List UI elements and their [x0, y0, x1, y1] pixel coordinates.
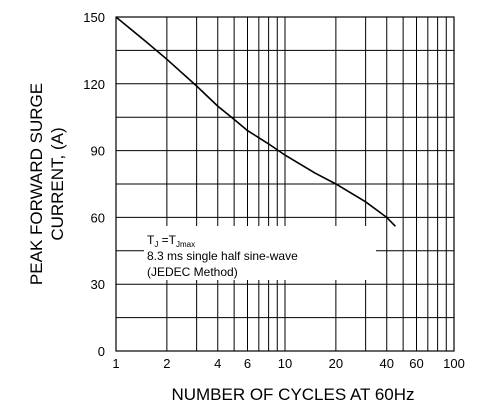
x-tick-label: 6: [244, 356, 251, 371]
x-axis-title: NUMBER OF CYCLES AT 60Hz: [171, 385, 414, 404]
y-axis-title-line-1: PEAK FORWARD SURGE: [27, 83, 46, 285]
annotation-tj-mid: =T: [158, 233, 176, 247]
y-tick-label: 150: [83, 10, 105, 25]
plot-frame: [115, 16, 455, 352]
x-tick-label: 20: [329, 356, 343, 371]
annotation-tj-sub: J: [154, 240, 158, 249]
grid-layer: [116, 17, 454, 351]
annotation-tjmax-sub: Jmax: [176, 240, 195, 249]
x-tick-label: 2: [163, 356, 170, 371]
annotation-line-2: 8.3 ms single half sine-wave: [147, 249, 298, 263]
x-tick-label: 1: [112, 356, 119, 371]
y-tick-label: 90: [91, 144, 105, 159]
x-tick-label: 60: [409, 356, 423, 371]
y-tick-label: 120: [83, 77, 105, 92]
surge-current-curve: [115, 16, 396, 227]
annotation-tj-main: T: [147, 233, 155, 247]
x-tick-label: 40: [380, 356, 394, 371]
y-tick-label: 30: [91, 277, 105, 292]
annotation-box: [144, 226, 376, 280]
y-tick-labels: 0 30 60 90 120 150: [83, 10, 105, 359]
y-axis-title-line-2: CURRENT, (A): [48, 127, 67, 240]
annotation-tj: TJ =TJmax: [147, 233, 195, 249]
x-tick-label: 10: [278, 356, 292, 371]
y-tick-label: 0: [98, 344, 105, 359]
y-tick-label: 60: [91, 210, 105, 225]
annotation-line-3: (JEDEC Method): [147, 265, 238, 279]
x-tick-label: 4: [214, 356, 221, 371]
x-tick-labels: 1 2 4 6 10 20 40 60 100: [112, 356, 464, 371]
x-tick-label: 100: [443, 356, 465, 371]
